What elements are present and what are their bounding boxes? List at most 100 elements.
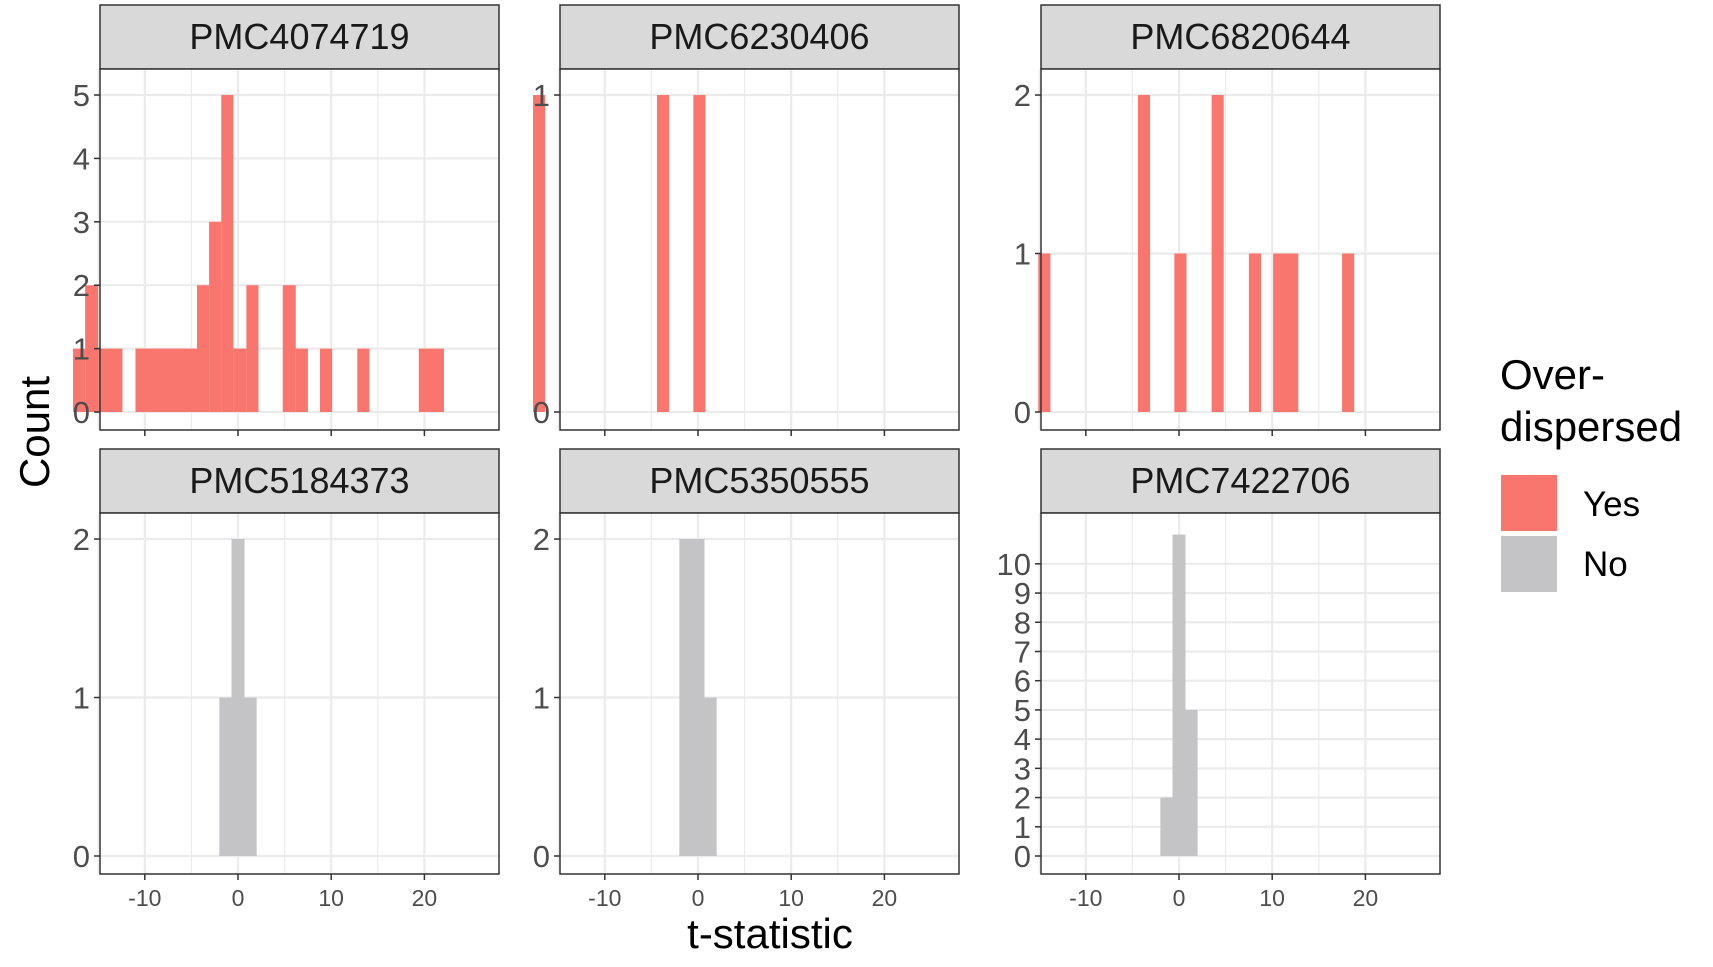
facet-panels: PMC4074719012345PMC623040601PMC682064401… [73,4,1441,911]
x-tick-label: 0 [232,885,245,911]
histogram-bar [295,348,308,412]
facet-panel: PMC6230406 0 1 [533,4,960,436]
facet-panel: PMC5184373 0 1 2 -10 0 10 20 [73,448,500,911]
histogram-bar [693,95,706,413]
x-tick-label: -10 [1069,885,1102,911]
y-tick-label: 0 [1014,839,1031,874]
y-tick-label: 2 [1014,78,1031,113]
y-tick-label: 2 [73,268,90,303]
y-tick-label: 5 [73,78,90,113]
plot-background [1041,513,1440,874]
facet-title: PMC4074719 [189,16,409,57]
histogram-bar [246,285,259,412]
x-tick-label: 20 [1353,885,1379,911]
plot-background [1041,69,1440,430]
histogram-bar [221,95,234,413]
histogram-bar [418,348,444,412]
facet-strip [559,4,960,70]
x-tick-label: 10 [318,885,344,911]
histogram-bar [357,348,370,412]
histogram-bar [85,285,99,412]
histogram-bar [98,348,123,412]
legend-key-yes [1501,475,1557,531]
facet-strip [1040,448,1441,514]
histogram-bar [73,348,86,412]
panel-border [99,512,500,875]
y-tick-label: 10 [997,547,1031,582]
histogram-bar [1137,95,1151,413]
x-tick-label: -10 [128,885,161,911]
y-tick-label: 1 [1014,237,1031,272]
y-tick-label: 4 [1014,722,1031,757]
y-tick-label: 0 [73,395,90,430]
y-tick-label: 4 [73,141,90,176]
y-tick-label: 0 [533,839,550,874]
y-tick-label: 9 [1014,576,1031,611]
y-tick-label: 1 [533,78,550,113]
histogram-bar [656,95,670,413]
y-tick-label: 8 [1014,605,1031,640]
histogram-bar [1174,253,1187,412]
y-tick-label: 0 [533,395,550,430]
x-tick-label: 0 [1173,885,1186,911]
panel-border [1040,512,1441,875]
panel-border [1040,68,1441,431]
legend-title-line-2: dispersed [1500,403,1682,450]
histogram-bar [231,539,245,856]
plot-background [560,513,959,874]
histogram-bar [209,221,222,412]
facet-title: PMC7422706 [1130,460,1350,501]
histogram-bar [1211,95,1224,413]
y-tick-label: 1 [1014,810,1031,845]
plot-background [560,69,959,430]
facet-title: PMC5350555 [649,460,869,501]
histogram-bar [1342,253,1355,412]
plot-background [100,513,499,874]
x-tick-label: 20 [872,885,898,911]
y-tick-label: 5 [1014,693,1031,728]
histogram-bar [282,285,296,412]
facet-strip [99,448,500,514]
legend-key-no [1501,536,1557,592]
histogram-bar [704,697,717,856]
facet-strip [559,448,960,514]
histogram-bar [1038,253,1051,412]
legend: Over- dispersed Yes No [1500,351,1682,592]
histogram-bar [1248,253,1262,412]
facet-title: PMC6820644 [1130,16,1350,57]
facet-title: PMC6230406 [649,16,869,57]
x-tick-label: -10 [588,885,621,911]
facet-strip [1040,4,1441,70]
y-tick-label: 1 [73,681,90,716]
histogram-bar [1160,797,1173,856]
panel-border [99,68,500,431]
histogram-bar [679,539,692,856]
legend-label-no: No [1583,545,1628,584]
legend-title-line-1: Over- [1500,351,1605,398]
y-tick-label: 2 [1014,781,1031,816]
histogram-bar [135,348,197,412]
y-tick-label: 0 [1014,395,1031,430]
histogram-bar [219,697,232,856]
facet-panel: PMC5350555 0 1 2 -10 0 10 20 [533,448,960,911]
x-tick-label: 0 [692,885,705,911]
histogram-bar [1273,253,1299,412]
facet-panel: PMC4074719 0 1 2 3 4 5 [73,4,500,436]
y-tick-label: 6 [1014,664,1031,699]
histogram-bar [320,348,333,412]
histogram-bar [244,697,257,856]
histogram-bar [1185,709,1198,856]
x-tick-label: 10 [778,885,804,911]
facet-strip [99,4,500,70]
histogram-bar [533,95,546,413]
y-tick-label: 2 [533,522,550,557]
histogram-bar [1172,534,1186,856]
y-tick-label: 1 [533,681,550,716]
y-tick-label: 1 [73,332,90,367]
y-tick-label: 7 [1014,634,1031,669]
histogram-bar [196,285,210,412]
legend-label-yes: Yes [1583,485,1640,524]
y-tick-label: 3 [1014,751,1031,786]
facet-title: PMC5184373 [189,460,409,501]
